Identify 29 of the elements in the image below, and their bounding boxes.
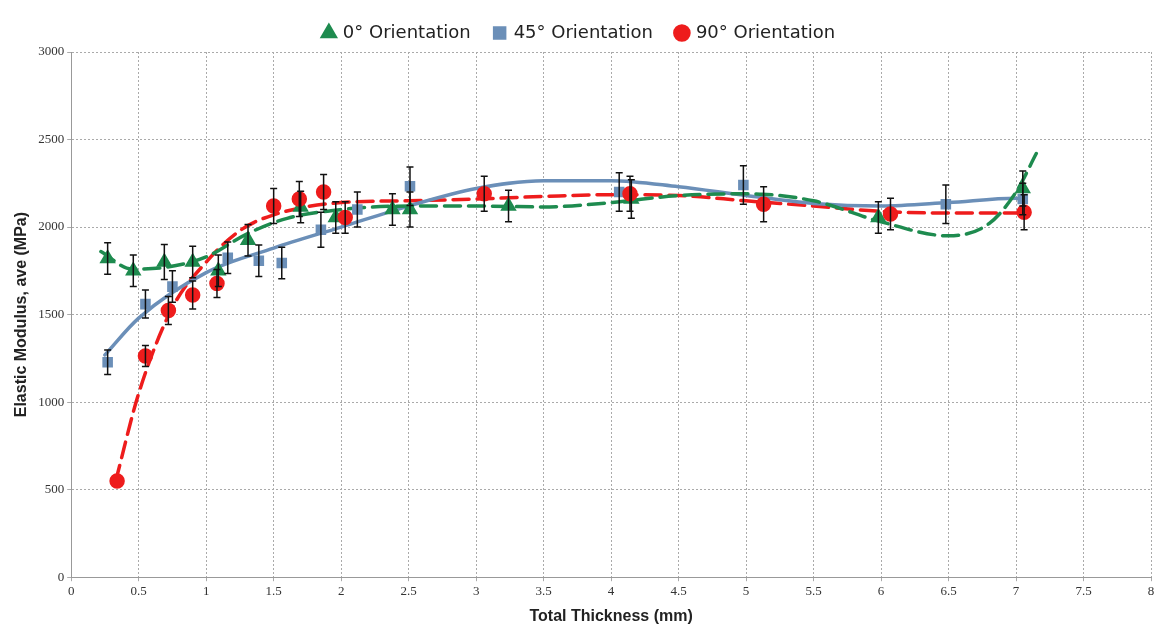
x-tick-label: 3.5 [535, 583, 552, 599]
legend-label: 0° Orientation [342, 20, 471, 42]
y-tick-label: 0 [57, 568, 65, 584]
x-tick-label: 2.5 [400, 583, 417, 599]
x-tick-label: 6 [877, 583, 885, 599]
x-tick-label: 5 [742, 583, 750, 599]
y-axis-title: Elastic Modulus, ave (MPa) [12, 211, 30, 418]
x-tick-label: 1 [202, 583, 210, 599]
x-tick-label: 8 [1147, 583, 1155, 599]
x-tick-label: 2 [337, 583, 345, 599]
x-tick-label: 0 [67, 583, 75, 599]
x-tick-label: 6.5 [940, 583, 957, 599]
y-tick-label: 2500 [38, 130, 65, 146]
legend-label: 90° Orientation [695, 20, 836, 42]
legend-label: 45° Orientation [513, 20, 653, 42]
x-tick-label: 1.5 [265, 583, 282, 599]
x-axis-title: Total Thickness (mm) [529, 606, 693, 624]
x-tick-label: 7.5 [1075, 583, 1092, 599]
y-tick-label: 1500 [38, 306, 65, 322]
x-tick-label: 0.5 [130, 583, 147, 599]
y-tick-label: 500 [44, 481, 65, 497]
x-tick-label: 4.5 [670, 583, 687, 599]
y-tick-label: 3000 [38, 43, 65, 59]
x-tick-label: 4 [607, 583, 615, 599]
x-tick-label: 3 [472, 583, 480, 599]
x-tick-label: 7 [1012, 583, 1020, 599]
x-tick-label: 5.5 [805, 583, 822, 599]
y-tick-label: 2000 [38, 218, 65, 234]
y-tick-label: 1000 [38, 393, 65, 409]
